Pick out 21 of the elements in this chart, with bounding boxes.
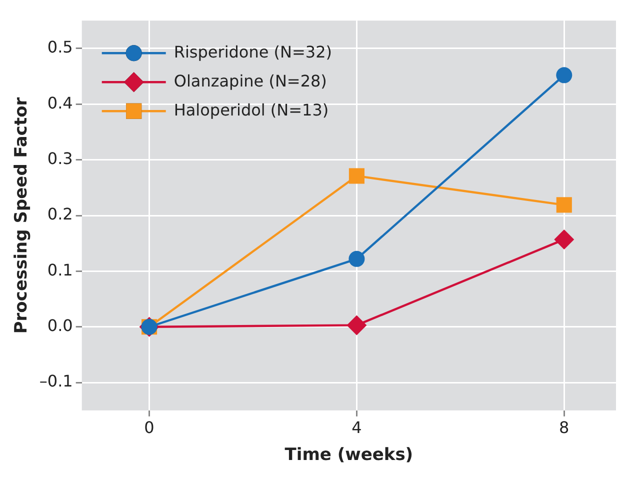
point xyxy=(556,67,572,84)
y-tick-label: 0.0 xyxy=(47,316,73,336)
point xyxy=(348,168,364,184)
y-tick-label: 0.4 xyxy=(47,93,73,112)
legend-label: Olanzapine (N=28) xyxy=(174,71,327,90)
y-tick-label: 0.2 xyxy=(47,204,73,224)
y-tick-label: 0.3 xyxy=(47,148,73,168)
point xyxy=(346,315,367,336)
y-tick-label: 0.5 xyxy=(47,38,73,57)
x-tick-label: 8 xyxy=(559,418,570,438)
point xyxy=(348,250,365,267)
legend-label: Haloperidol (N=13) xyxy=(174,100,329,120)
y-tick-label: 0.1 xyxy=(47,260,73,280)
x-axis-title: Time (weeks) xyxy=(284,445,414,466)
x-tick-label: 0 xyxy=(144,418,154,438)
point xyxy=(554,229,574,250)
x-tick-label: 4 xyxy=(352,418,362,438)
y-tick-label: –0.1 xyxy=(39,372,73,391)
point xyxy=(556,197,572,213)
legend-label: Risperidone (N=32) xyxy=(174,42,332,62)
y-axis-title: Processing Speed Factor xyxy=(12,96,32,334)
